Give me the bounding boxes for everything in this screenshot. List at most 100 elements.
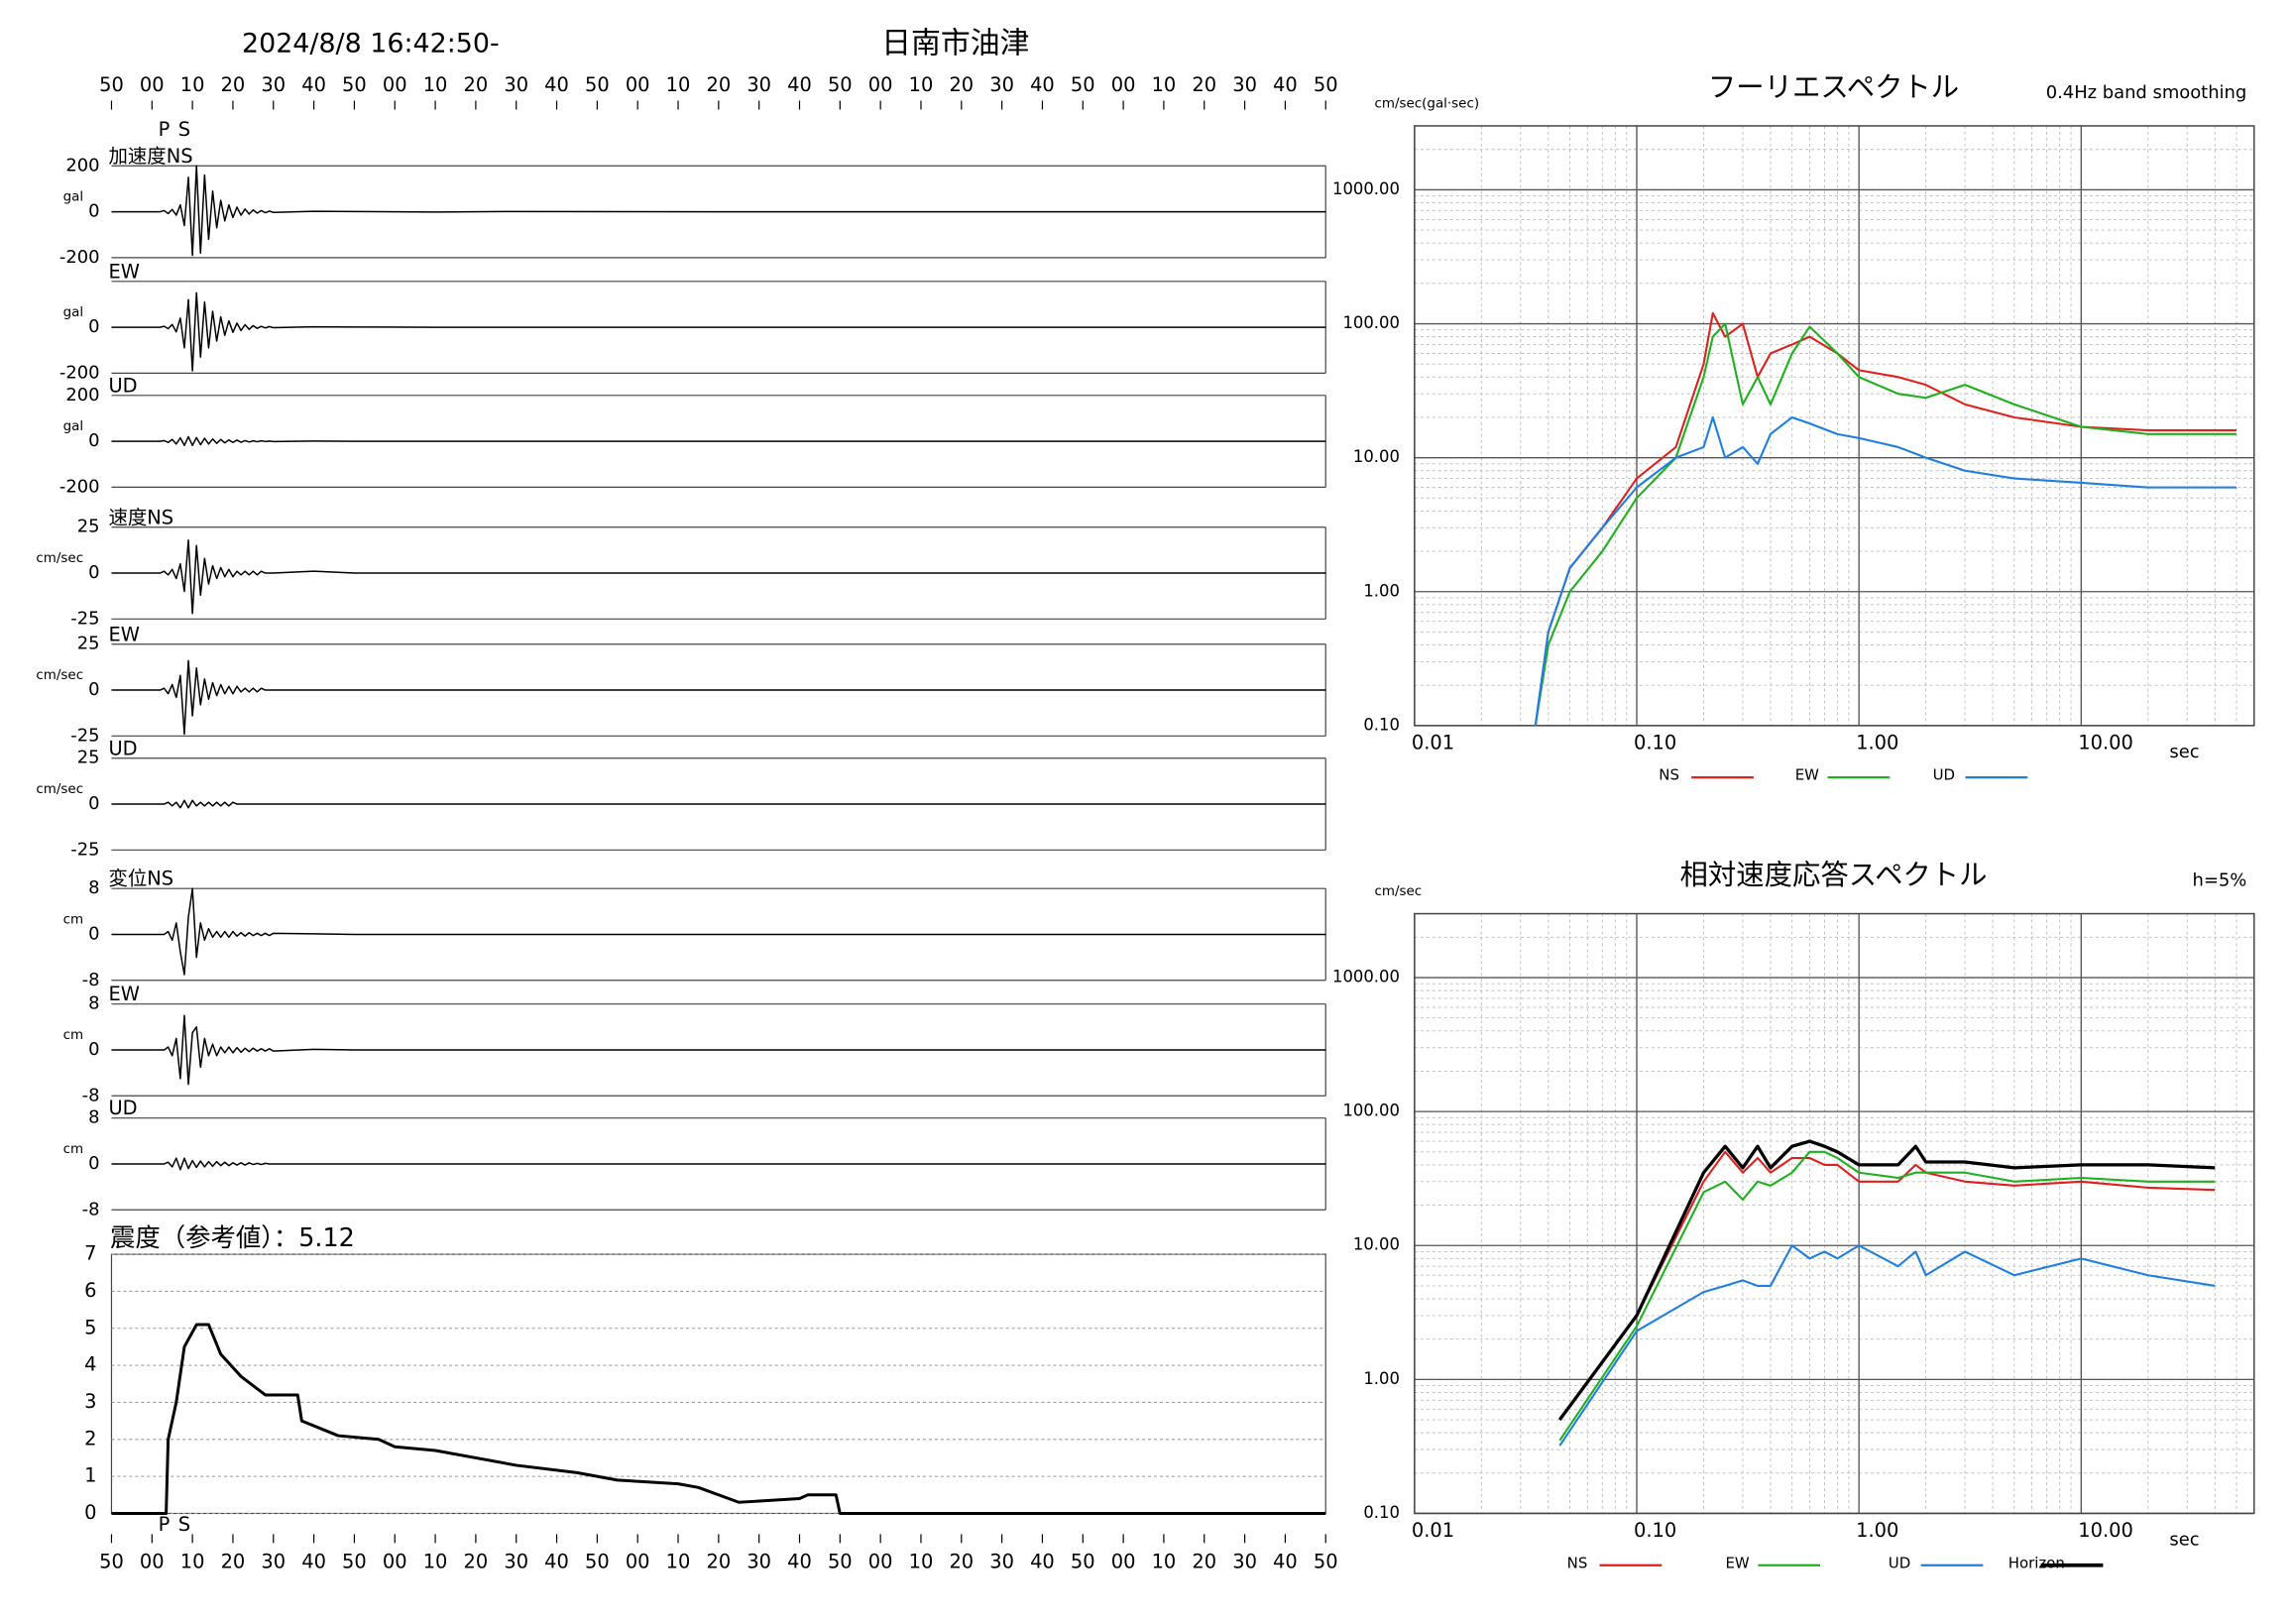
phase-label: P <box>159 1513 171 1536</box>
phase-label: S <box>178 1513 190 1536</box>
x-tick-label: 1.00 <box>1856 1519 1898 1542</box>
time-tick-label: 20 <box>949 73 974 96</box>
time-tick-label: 50 <box>828 73 853 96</box>
line <box>1558 1244 2216 1447</box>
time-tick-label: 20 <box>221 1550 246 1572</box>
line <box>111 165 1326 257</box>
datetime: 2024/8/8 16:42:50- <box>242 28 500 58</box>
x-tick-label: 0.01 <box>1412 1519 1454 1542</box>
time-tick-label: 10 <box>1152 1550 1177 1572</box>
y-tick-label: 0 <box>88 793 99 814</box>
x-tick-label: 10.00 <box>2078 731 2133 754</box>
time-tick-label: 50 <box>99 1550 124 1572</box>
y-tick-label: -200 <box>59 247 100 268</box>
y-tick-label: 6 <box>84 1279 96 1302</box>
time-tick-label: 40 <box>544 73 569 96</box>
y-tick-label: -8 <box>82 1085 100 1105</box>
time-tick-label: 40 <box>1273 73 1298 96</box>
time-tick-label: 10 <box>423 1550 448 1572</box>
y-tick-label: 0 <box>88 562 99 583</box>
x-axis-label: sec <box>2169 1529 2199 1550</box>
time-tick-label: 10 <box>180 1550 205 1572</box>
spectrum-title: フーリエスペクトル <box>1708 71 1959 104</box>
time-tick-label: 50 <box>342 73 367 96</box>
line <box>111 887 1326 976</box>
time-tick-label: 20 <box>707 73 732 96</box>
y-tick-label: 10.00 <box>1353 1235 1400 1254</box>
time-tick-label: 20 <box>949 1550 974 1572</box>
y-axis-label: cm/sec(gal·sec) <box>1375 97 1480 112</box>
line <box>111 1323 1326 1515</box>
time-tick-label: 00 <box>383 73 407 96</box>
y-tick-label: -25 <box>70 725 99 746</box>
phase-label: P <box>159 118 171 141</box>
line <box>1558 1150 2216 1421</box>
time-tick-label: 30 <box>989 73 1014 96</box>
panel-label: EW <box>108 260 139 283</box>
y-tick-label: 8 <box>88 877 99 898</box>
legend-label: Horizon <box>2009 1554 2065 1571</box>
y-tick-label: 1000.00 <box>1332 179 1400 198</box>
plot-frame <box>1414 912 2255 1515</box>
y-tick-label: 1.00 <box>1363 1369 1400 1388</box>
panel-label: UD <box>108 737 137 759</box>
time-tick-label: 50 <box>585 1550 610 1572</box>
y-tick-label: 25 <box>77 748 100 768</box>
time-tick-label: 50 <box>828 1550 853 1572</box>
time-tick-label: 00 <box>140 73 165 96</box>
line <box>111 799 1326 809</box>
panel-label: 加速度NS <box>108 145 192 168</box>
line <box>111 659 1326 736</box>
spectrum-subtitle: 0.4Hz band smoothing <box>2046 82 2247 103</box>
phase-label: S <box>178 118 190 141</box>
y-tick-label: 200 <box>65 385 99 406</box>
y-tick-label: 1 <box>84 1464 96 1487</box>
time-tick-label: 30 <box>1232 1550 1257 1572</box>
y-tick-label: 0 <box>88 1153 99 1174</box>
time-tick-label: 10 <box>180 73 205 96</box>
y-axis-label: cm/sec <box>1375 884 1423 899</box>
plot-frame <box>110 1253 1326 1515</box>
time-tick-label: 30 <box>989 1550 1014 1572</box>
unit-label: gal <box>63 305 83 320</box>
time-tick-label: 20 <box>1192 73 1216 96</box>
y-tick-label: -25 <box>70 839 99 860</box>
station: 日南市油津 <box>881 26 1029 60</box>
time-tick-label: 50 <box>99 73 124 96</box>
line <box>111 1014 1326 1086</box>
line <box>111 538 1326 615</box>
y-tick-label: 0 <box>84 1501 96 1524</box>
line <box>1557 1139 2216 1422</box>
y-tick-label: 8 <box>88 1107 99 1128</box>
unit-label: cm/sec <box>36 782 83 797</box>
line <box>111 291 1326 372</box>
y-tick-label: 8 <box>88 993 99 1014</box>
panel-label: 速度NS <box>108 506 173 528</box>
y-tick-label: -8 <box>82 970 100 990</box>
time-tick-label: 40 <box>1030 1550 1055 1572</box>
time-tick-label: 50 <box>1314 73 1338 96</box>
line <box>111 435 1326 447</box>
time-tick-label: 10 <box>423 73 448 96</box>
x-tick-label: 0.01 <box>1412 731 1454 754</box>
time-tick-label: 40 <box>1273 1550 1298 1572</box>
time-tick-label: 20 <box>707 1550 732 1572</box>
y-tick-label: -200 <box>59 476 100 497</box>
intensity-title: 震度（参考値）：5.12 <box>110 1222 355 1252</box>
line <box>1534 311 2237 727</box>
time-tick-label: 40 <box>301 1550 326 1572</box>
legend-label: NS <box>1567 1554 1588 1571</box>
time-tick-label: 50 <box>1071 73 1095 96</box>
legend-label: UD <box>1889 1554 1910 1571</box>
y-tick-label: 200 <box>65 155 99 175</box>
time-tick-label: 00 <box>140 1550 165 1572</box>
spectrum-title: 相対速度応答スペクトル <box>1680 859 1988 891</box>
panel-label: EW <box>108 623 139 645</box>
time-tick-label: 30 <box>504 1550 528 1572</box>
x-tick-label: 1.00 <box>1856 731 1898 754</box>
y-tick-label: 25 <box>77 517 100 537</box>
y-tick-label: 0 <box>88 316 99 337</box>
y-tick-label: -25 <box>70 608 99 629</box>
time-tick-label: 40 <box>787 1550 812 1572</box>
time-tick-label: 00 <box>1111 1550 1136 1572</box>
